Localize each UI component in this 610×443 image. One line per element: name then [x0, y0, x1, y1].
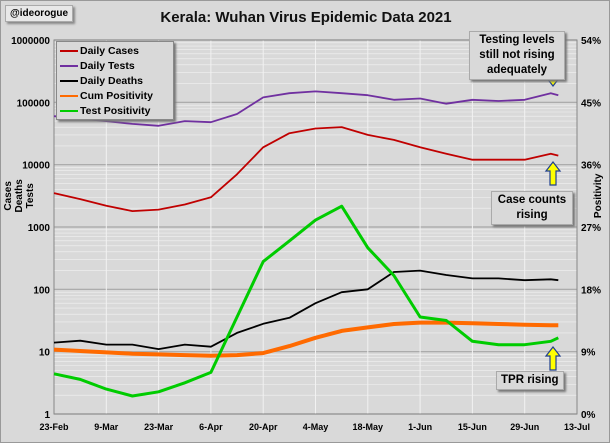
annotation-cases: Case counts rising [491, 191, 573, 225]
legend-swatch [60, 49, 78, 52]
legend-item: Test Positivity [60, 103, 170, 118]
y2-tick-label: 36% [581, 161, 601, 172]
arrow-up-icon [544, 161, 562, 186]
legend-label: Daily Tests [80, 59, 135, 72]
author-tag: @ideorogue [5, 5, 74, 22]
y-tick-label: 100 [33, 285, 50, 296]
y-tick-label: 1 [44, 410, 50, 421]
x-tick-label: 20-Apr [249, 422, 278, 432]
y2-tick-label: 18% [581, 285, 601, 296]
y-tick-label: 1000 [28, 223, 51, 234]
series-line-cum-positivity [53, 320, 559, 358]
series-line-daily-cases [53, 126, 559, 213]
annotation-testing: Testing levels still not rising adequate… [469, 31, 565, 80]
y2-tick-label: 0% [581, 410, 596, 421]
annotation-tpr: TPR rising [496, 371, 564, 390]
y-axis-label: CasesDeathsTests [3, 179, 36, 213]
legend-swatch [60, 79, 78, 82]
legend-label: Daily Deaths [80, 74, 144, 87]
y2-tick-label: 9% [581, 348, 596, 359]
legend-item: Daily Cases [60, 43, 170, 58]
legend-swatch [60, 109, 78, 112]
y-axis-label-line: Deaths [14, 179, 25, 213]
legend-label: Test Positivity [80, 104, 151, 117]
x-tick-label: 29-Jun [510, 422, 539, 432]
x-tick-label: 15-Jun [458, 422, 487, 432]
legend-label: Daily Cases [80, 44, 139, 57]
x-tick-label: 18-May [353, 422, 384, 432]
y-tick-label: 10000 [22, 161, 50, 172]
arrow-up-icon [544, 346, 562, 371]
y-tick-label: 100000 [17, 98, 51, 109]
x-tick-label: 4-May [303, 422, 329, 432]
x-tick-label: 23-Mar [144, 422, 174, 432]
y2-tick-label: 54% [581, 36, 601, 47]
series-line-test-positivity [53, 204, 559, 398]
x-tick-label: 23-Feb [39, 422, 69, 432]
plot-area [53, 39, 578, 415]
legend-swatch [60, 64, 78, 67]
y-tick-label: 1000000 [11, 36, 50, 47]
y-axis-label-line: Tests [25, 183, 36, 209]
series-line-daily-deaths [53, 269, 559, 351]
y-tick-label: 10 [39, 348, 51, 359]
chart-title: Kerala: Wuhan Virus Epidemic Data 2021 [160, 9, 452, 26]
legend-label: Cum Positivity [80, 89, 153, 102]
x-tick-label: 1-Jun [408, 422, 432, 432]
y2-tick-label: 27% [581, 223, 601, 234]
legend-item: Daily Deaths [60, 73, 170, 88]
legend: Daily Cases Daily Tests Daily Deaths Cum Po… [56, 41, 174, 120]
legend-item: Cum Positivity [60, 88, 170, 103]
y-axis-label-line: Cases [3, 181, 14, 211]
x-tick-label: 9-Mar [94, 422, 119, 432]
x-tick-label: 13-Jul [564, 422, 590, 432]
series-line-daily-tests [53, 90, 559, 127]
x-tick-label: 6-Apr [199, 422, 223, 432]
y2-axis-label: Positivity [593, 173, 604, 218]
legend-swatch [60, 94, 78, 97]
y2-tick-label: 45% [581, 98, 601, 109]
legend-item: Daily Tests [60, 58, 170, 73]
